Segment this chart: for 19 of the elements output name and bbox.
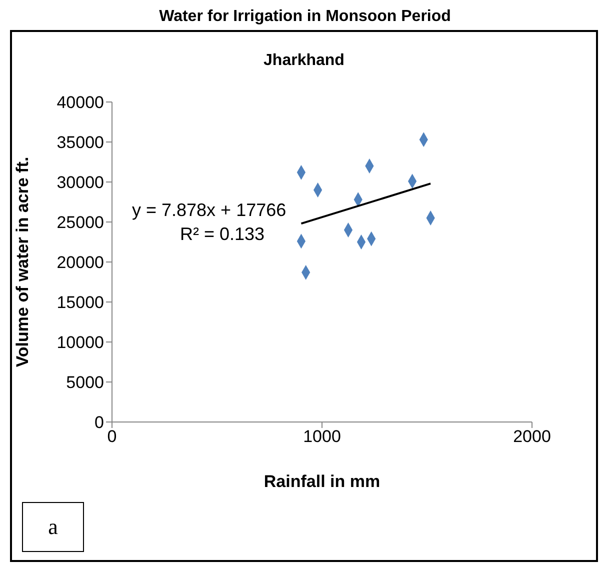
x-tick-label: 2000 (513, 427, 551, 446)
text: a (22, 502, 84, 552)
y-tick-label: 40000 (56, 93, 104, 112)
y-tick-label: 30000 (56, 173, 104, 192)
y-tick-label: 10000 (56, 333, 104, 352)
y-tick-label: 15000 (56, 293, 104, 312)
y-tick-label: 35000 (56, 133, 104, 152)
y-tick-label: 20000 (56, 253, 104, 272)
y-tick-label: 0 (94, 413, 104, 432)
x-tick-label: 0 (107, 427, 117, 446)
annotation: R² = 0.133 (180, 224, 265, 244)
y-axis-title: Volume of water in acre ft. (13, 156, 32, 368)
chart-subtitle: Jharkhand (262, 52, 346, 70)
x-axis-title: Rainfall in mm (264, 472, 380, 491)
x-tick-label: 1000 (303, 427, 341, 446)
chart-title: Water for Irrigation in Monsoon Period (158, 8, 452, 26)
y-tick-label: 25000 (56, 213, 104, 232)
annotation: y = 7.878x + 17766 (132, 200, 286, 220)
y-tick-label: 5000 (66, 373, 104, 392)
